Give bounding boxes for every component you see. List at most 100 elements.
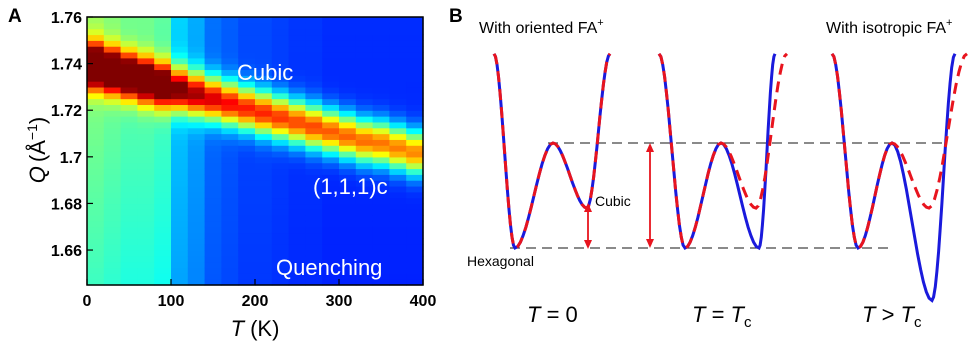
heatmap-cell <box>87 250 105 257</box>
heatmap-cell <box>103 110 122 117</box>
heatmap-cell <box>322 133 340 140</box>
heatmap-cell <box>238 232 256 239</box>
heatmap-cell <box>255 244 273 251</box>
heatmap-cell <box>221 92 239 100</box>
heatmap-cell <box>87 226 105 234</box>
heatmap-cell <box>204 63 222 71</box>
heatmap-cell <box>389 121 407 129</box>
heatmap-cell <box>406 261 424 269</box>
barrier-arrowhead-up <box>646 143 654 152</box>
heatmap-cell <box>137 238 155 245</box>
heatmap-cell <box>221 174 239 181</box>
heatmap-cell <box>238 273 256 280</box>
heatmap-cell <box>87 57 105 65</box>
heatmap-cell <box>187 220 206 228</box>
heatmap-cell <box>171 57 189 65</box>
heatmap-cell <box>103 17 122 24</box>
heatmap-cell <box>120 203 138 210</box>
heatmap-cell <box>322 110 340 117</box>
heatmap-cell <box>137 28 155 36</box>
heatmap-cell <box>120 75 138 82</box>
heatmap-cell <box>255 261 273 269</box>
heatmap-cell <box>137 197 155 205</box>
heatmap-cell <box>372 255 390 263</box>
heatmap-cell <box>171 255 189 263</box>
heatmap-cell <box>339 22 357 30</box>
heatmap-cell <box>389 28 407 36</box>
heatmap-cell <box>204 209 222 216</box>
heatmap-cell <box>288 46 306 53</box>
heatmap-cell <box>305 34 323 41</box>
heatmap-cell <box>87 98 105 105</box>
heatmap-cell <box>389 22 407 30</box>
heatmap-cell <box>221 116 239 123</box>
heatmap-cell <box>288 168 306 175</box>
heatmap-cell <box>171 86 189 94</box>
heatmap-cell <box>204 180 222 187</box>
heatmap-cell <box>271 244 290 251</box>
heatmap-cell <box>372 151 390 158</box>
heatmap-cell <box>103 220 122 228</box>
heatmap-cell <box>339 110 357 117</box>
heatmap-cell <box>271 180 290 187</box>
heatmap-cell <box>238 104 256 111</box>
heatmap-cell <box>187 63 206 71</box>
heatmap-cell <box>154 162 172 170</box>
heatmap-cell <box>372 174 390 181</box>
heatmap-cell <box>204 255 222 263</box>
heatmap-cell <box>137 156 155 164</box>
heatmap-cell <box>187 244 206 251</box>
heatmap-cell <box>406 145 424 152</box>
heatmap-cell <box>187 28 206 36</box>
heatmap-cell <box>204 273 222 280</box>
heatmap-cell <box>154 203 172 210</box>
heatmap-cell <box>322 121 340 129</box>
heatmap-cell <box>204 244 222 251</box>
heatmap-cell <box>322 185 340 193</box>
heatmap-cell <box>103 273 122 280</box>
heatmap-cell <box>154 92 172 100</box>
heatmap-cell <box>238 261 256 269</box>
heatmap-cell <box>372 127 390 135</box>
heatmap-cell <box>187 191 206 199</box>
heatmap-cell <box>355 244 374 251</box>
heatmap-cell <box>305 139 323 146</box>
heatmap-cell <box>271 40 290 47</box>
heatmap-cell <box>271 34 290 41</box>
heatmap-cell <box>406 69 424 76</box>
heatmap-cell <box>187 197 206 205</box>
heatmap-cell <box>255 57 273 65</box>
heatmap-cell <box>238 180 256 187</box>
heatmap-cell <box>238 145 256 152</box>
heatmap-cell <box>187 104 206 111</box>
heatmap-cell <box>305 75 323 82</box>
heatmap-cell <box>137 34 155 41</box>
heatmap-cell <box>238 86 256 94</box>
heatmap-cell <box>355 86 374 94</box>
heatmap-cell <box>389 162 407 170</box>
condition-t-equal-tc-sub: c <box>744 314 752 331</box>
heatmap-cell <box>171 226 189 234</box>
heatmap-cell <box>171 98 189 105</box>
heatmap-cell <box>120 69 138 76</box>
heatmap-cell <box>171 238 189 245</box>
panel-b: B With oriented FA+ With isotropic FA+ C… <box>449 6 968 331</box>
heatmap-cell <box>171 174 189 181</box>
heatmap-cell <box>255 185 273 193</box>
heatmap-cell <box>372 209 390 216</box>
heatmap-cell <box>355 191 374 199</box>
heatmap-cell <box>372 17 390 24</box>
heatmap-cell <box>288 127 306 135</box>
heatmap-cell <box>187 279 206 286</box>
heatmap-cell <box>204 86 222 94</box>
heatmap-cell <box>271 104 290 111</box>
arrows <box>584 143 654 249</box>
heatmap-cell <box>339 174 357 181</box>
heatmap-cell <box>255 162 273 170</box>
heatmap-cell <box>87 116 105 123</box>
heatmap-cell <box>322 180 340 187</box>
heatmap-cell <box>221 273 239 280</box>
heatmap-cell <box>271 92 290 100</box>
heatmap-cell <box>339 209 357 216</box>
